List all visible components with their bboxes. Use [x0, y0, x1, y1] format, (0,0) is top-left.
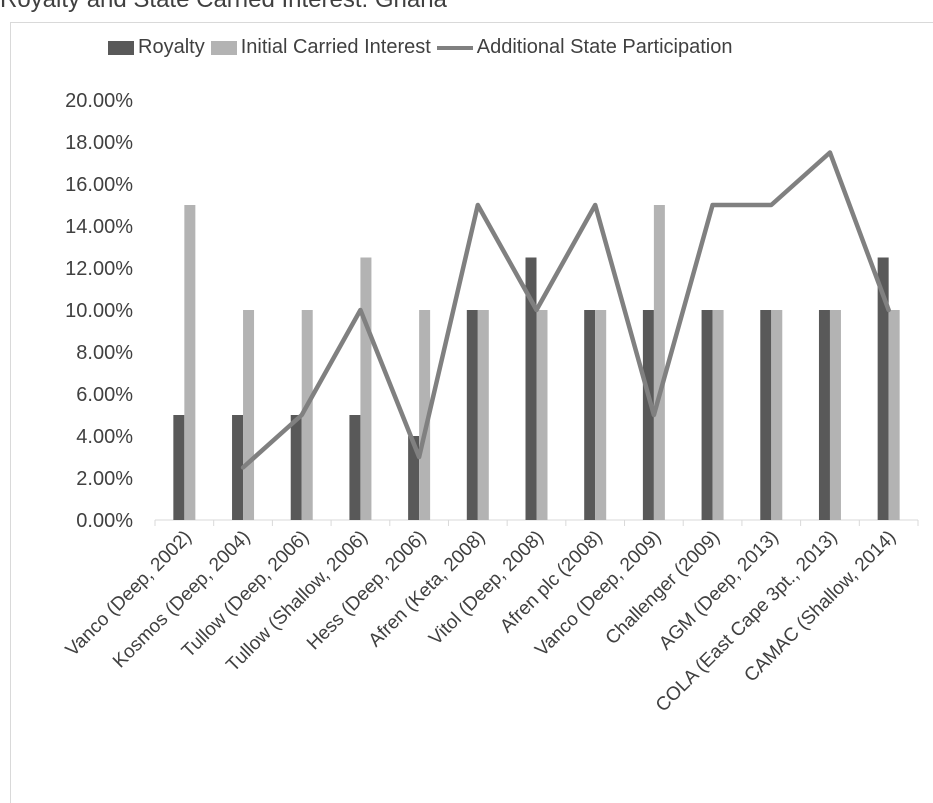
- bar-initial-carried-interest: [477, 310, 489, 520]
- y-tick-label: 16.00%: [65, 174, 133, 196]
- y-tick-label: 2.00%: [76, 468, 133, 490]
- legend-item-royalty: Royalty: [108, 36, 205, 59]
- x-category-label: Afren plc (2008): [496, 527, 606, 637]
- bar-initial-carried-interest: [888, 310, 900, 520]
- y-tick-label: 8.00%: [76, 342, 133, 364]
- y-tick-label: 6.00%: [76, 384, 133, 406]
- legend-label-initial-carried-interest: Initial Carried Interest: [240, 36, 431, 58]
- bar-royalty: [290, 415, 302, 520]
- y-tick-label: 10.00%: [65, 300, 133, 322]
- bar-initial-carried-interest: [829, 310, 841, 520]
- legend-item-additional-state-participation: Additional State Participation: [436, 36, 733, 59]
- bar-initial-carried-interest: [184, 205, 196, 520]
- y-tick-label: 14.00%: [65, 216, 133, 238]
- bar-royalty: [232, 415, 244, 520]
- chart-frame: [10, 22, 933, 803]
- legend-swatch-additional-state-participation: [436, 45, 473, 50]
- bar-initial-carried-interest: [771, 310, 783, 520]
- bar-initial-carried-interest: [536, 310, 548, 520]
- bar-initial-carried-interest: [301, 310, 313, 520]
- chart-plot: 0.00% 2.00% 4.00% 6.00% 8.00% 10.00% 12.00% 14.…: [62, 90, 919, 716]
- bar-royalty: [408, 436, 420, 520]
- bar-royalty: [701, 310, 713, 520]
- bar-initial-carried-interest: [419, 310, 431, 520]
- bar-initial-carried-interest: [243, 310, 255, 520]
- bar-royalty: [818, 310, 830, 520]
- legend-swatch-royalty: [108, 40, 134, 55]
- legend-swatch-initial-carried-interest: [210, 40, 237, 55]
- bar-royalty: [173, 415, 185, 520]
- line-additional-state-participation: [240, 150, 891, 470]
- y-tick-label: 4.00%: [76, 426, 133, 448]
- bar-royalty: [877, 257, 889, 520]
- bar-royalty: [525, 257, 537, 520]
- legend-label-royalty: Royalty: [138, 36, 205, 58]
- chart-legend: Royalty Initial Carried Interest Additio…: [108, 36, 739, 59]
- y-tick-label: 12.00%: [65, 258, 133, 280]
- bar-initial-carried-interest: [360, 257, 372, 520]
- bar-royalty: [466, 310, 478, 520]
- legend-item-initial-carried-interest: Initial Carried Interest: [210, 36, 431, 59]
- bar-royalty: [349, 415, 361, 520]
- bar-royalty: [760, 310, 772, 520]
- bar-initial-carried-interest: [595, 310, 607, 520]
- bar-royalty: [584, 310, 596, 520]
- page-title: Royalty and State Carried Interest: Ghan…: [0, 0, 447, 14]
- legend-label-additional-state-participation: Additional State Participation: [476, 36, 733, 58]
- y-tick-label: 0.00%: [76, 510, 133, 532]
- bar-initial-carried-interest: [712, 310, 724, 520]
- bar-royalty: [642, 310, 654, 520]
- bar-initial-carried-interest: [653, 205, 665, 520]
- y-tick-label: 20.00%: [65, 90, 133, 112]
- y-tick-label: 18.00%: [65, 132, 133, 154]
